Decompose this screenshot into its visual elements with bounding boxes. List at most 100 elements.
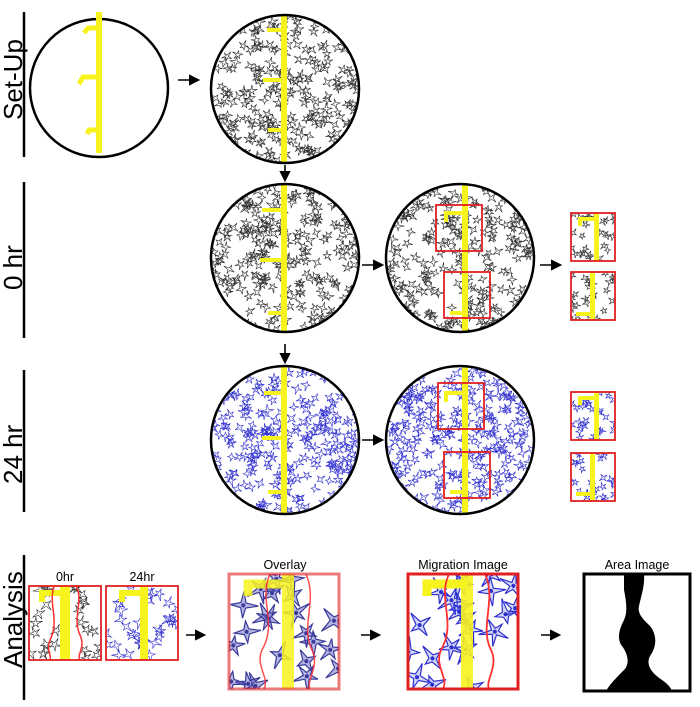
- roi-crop-24hr-bottom: [570, 452, 616, 502]
- cell-icon: [270, 385, 280, 394]
- cell-icon: [445, 196, 457, 208]
- cell-nucleus-icon: [231, 643, 236, 648]
- cell-icon: [153, 588, 165, 602]
- cell-icon: [223, 88, 234, 100]
- migration-front-line: [75, 586, 83, 660]
- cell-icon: [229, 633, 246, 657]
- cell-icon: [448, 188, 460, 199]
- cell-icon: [263, 66, 275, 78]
- cell-icon: [351, 478, 359, 489]
- cell-icon: [410, 455, 420, 465]
- cell-icon: [468, 225, 478, 236]
- cell-icon: [274, 67, 285, 79]
- cell-icon: [300, 93, 312, 105]
- cell-icon: [323, 56, 334, 66]
- roi-box: [437, 382, 485, 430]
- cell-icon: [270, 83, 282, 95]
- cell-icon: [526, 470, 534, 481]
- cell-icon: [415, 200, 426, 212]
- cell-icon: [213, 185, 223, 197]
- cell-icon: [571, 400, 575, 408]
- cell-icon: [425, 398, 437, 409]
- cell-icon: [513, 236, 524, 248]
- cell-icon: [595, 228, 604, 238]
- cell-icon: [392, 192, 403, 203]
- cell-icon: [407, 504, 416, 514]
- migration-front-line: [484, 574, 495, 689]
- cell-icon: [226, 437, 237, 447]
- cell-icon: [258, 95, 270, 106]
- cell-icon: [295, 146, 306, 156]
- cell-icon: [386, 468, 392, 481]
- cell-icon: [584, 250, 594, 260]
- cell-icon: [305, 192, 315, 204]
- cell-icon: [404, 185, 416, 198]
- cell-icon: [405, 389, 416, 400]
- cell-icon: [476, 294, 486, 306]
- cell-icon: [349, 237, 359, 249]
- cell-icon: [397, 445, 409, 456]
- cell-icon: [271, 324, 281, 332]
- cell-icon: [401, 371, 414, 381]
- cell-icon: [222, 230, 233, 242]
- cell-icon: [602, 216, 610, 225]
- cell-icon: [250, 270, 259, 279]
- cell-icon: [252, 108, 263, 117]
- cell-icon: [211, 94, 220, 103]
- cell-icon: [493, 475, 503, 488]
- cell-icon: [211, 268, 221, 280]
- cell-icon: [495, 445, 506, 455]
- cell-nucleus-icon: [449, 645, 454, 650]
- cell-icon: [510, 189, 522, 201]
- cell-icon: [269, 119, 281, 129]
- cell-icon: [272, 193, 284, 204]
- cell-icon: [500, 457, 511, 469]
- cell-icon: [425, 421, 436, 432]
- cell-icon: [335, 112, 346, 123]
- cell-icon: [298, 251, 310, 263]
- cell-icon: [221, 249, 230, 260]
- cell-icon: [338, 251, 348, 261]
- well-outline: [209, 364, 361, 516]
- cell-icon: [304, 72, 314, 83]
- cell-nucleus-icon: [414, 675, 420, 680]
- cell-icon: [225, 439, 237, 449]
- roi-box: [570, 452, 616, 502]
- cell-icon: [234, 451, 245, 463]
- cell-icon: [571, 245, 576, 252]
- cell-icon: [402, 323, 413, 332]
- cell-icon: [396, 398, 407, 409]
- cell-icon: [440, 194, 451, 205]
- cell-icon: [480, 470, 491, 483]
- roi-box: [443, 451, 491, 499]
- cell-icon: [322, 250, 333, 262]
- cell-icon: [423, 275, 432, 285]
- cell-icon: [582, 298, 592, 308]
- cell-icon: [399, 256, 410, 266]
- cell-icon: [418, 492, 430, 503]
- cell-icon: [254, 378, 264, 389]
- cell-icon: [214, 366, 224, 374]
- cell-icon: [214, 256, 225, 266]
- cell-icon: [354, 41, 359, 52]
- cell-icon: [500, 220, 511, 230]
- cell-icon: [217, 301, 227, 311]
- cell-icon: [452, 368, 462, 379]
- cell-icon: [111, 649, 126, 660]
- cell-icon: [511, 417, 522, 428]
- roi-box: [570, 212, 616, 262]
- cell-icon: [472, 404, 484, 417]
- cell-icon: [452, 278, 463, 290]
- well-outline: [209, 13, 361, 165]
- cell-icon: [432, 288, 445, 299]
- cell-icon: [331, 369, 344, 380]
- cell-icon: [430, 287, 440, 297]
- cell-icon: [352, 85, 359, 95]
- cell-icon: [248, 104, 258, 114]
- cell-icon: [225, 408, 235, 420]
- cell-icon: [353, 381, 359, 392]
- cell-icon: [232, 90, 243, 102]
- cell-icon: [238, 226, 249, 236]
- cell-icon: [313, 97, 323, 107]
- cell-icon: [239, 479, 250, 490]
